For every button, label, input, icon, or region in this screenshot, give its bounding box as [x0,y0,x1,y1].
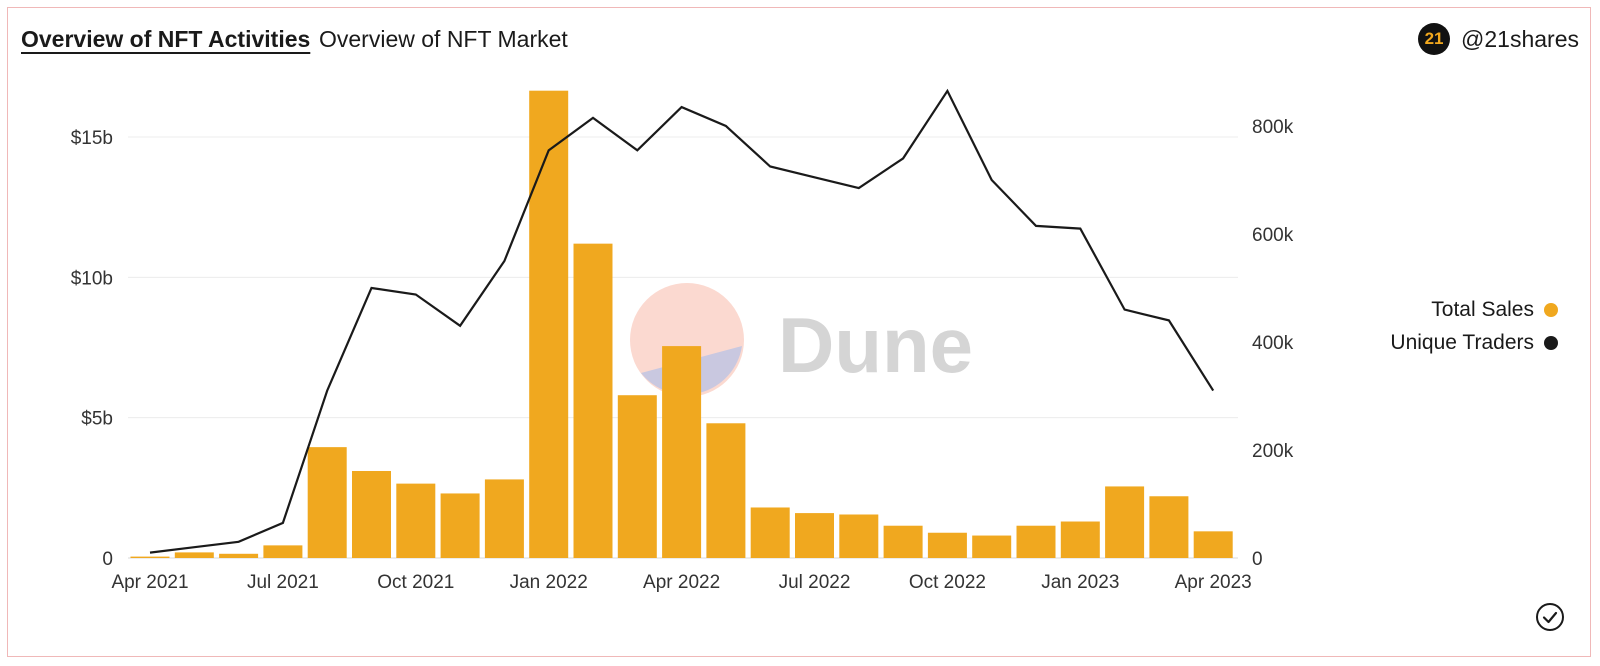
x-tick-label: Apr 2021 [111,572,188,593]
x-tick-label: Oct 2022 [909,572,986,593]
bar-oct-2021 [396,483,436,558]
bar-nov-2021 [440,493,480,558]
y-left-tick-label: $15b [71,128,113,149]
bar-jul-2021 [263,545,303,558]
x-tick-label: Jan 2023 [1041,572,1119,593]
bar-sep-2021 [352,470,391,558]
bar-aug-2022 [839,514,879,558]
bar-mar-2023 [1149,496,1189,558]
y-right-tick-label: 0 [1252,549,1263,570]
legend: Total Sales Unique Traders [1390,293,1558,359]
bar-oct-2022 [927,532,967,558]
bar-jun-2021 [219,553,259,558]
x-tick-label: Jan 2022 [510,572,588,593]
y-right-tick-label: 800k [1252,117,1294,138]
bar-jul-2022 [795,513,834,558]
bar-dec-2022 [1016,525,1056,558]
bar-apr-2022 [662,346,702,558]
bar-nov-2022 [972,535,1012,558]
axes: 0 $5b $10b $15b 0 200k 400k 600k 800k Apr 2021 Jul… [71,117,1294,593]
legend-label: Total Sales [1431,297,1534,321]
bar-aug-2021 [307,447,347,558]
legend-dot-icon [1544,335,1558,350]
x-tick-label: Apr 2022 [643,572,720,593]
bar-series-total-sales [130,90,1233,559]
y-left-tick-label: $10b [71,268,113,289]
bar-mar-2022 [617,395,657,558]
panel-header: Overview of NFT Activities Overview of N… [21,22,1579,56]
legend-label: Unique Traders [1390,330,1534,354]
y-right-tick-label: 600k [1252,225,1294,246]
x-tick-label: Jul 2021 [247,572,319,593]
legend-item-total-sales[interactable]: Total Sales [1390,293,1558,326]
line-series-unique-traders [149,88,1215,554]
brand[interactable]: 21 @21shares [1418,22,1579,56]
check-circle-icon[interactable] [1535,602,1565,632]
bar-apr-2021 [130,556,170,558]
dashboard-panel [7,7,1591,657]
x-tick-label: Oct 2021 [377,572,454,593]
bar-may-2021 [174,552,214,558]
x-tick-label: Apr 2023 [1175,572,1252,593]
bar-jan-2023 [1060,521,1100,558]
y-right-tick-label: 400k [1252,333,1294,354]
legend-dot-icon [1544,302,1558,317]
watermark-text: Dune [778,301,973,389]
y-left-tick-label: 0 [102,549,113,570]
brand-handle[interactable]: @21shares [1461,25,1579,52]
bar-sep-2022 [883,525,923,558]
bar-dec-2021 [484,479,524,558]
bar-feb-2023 [1105,486,1145,558]
bar-jun-2022 [750,507,790,558]
bar-apr-2023 [1193,531,1233,558]
tab-nft-activities[interactable]: Overview of NFT Activities [21,26,311,52]
x-tick-label: Jul 2022 [779,572,851,593]
bar-may-2022 [706,423,746,558]
legend-item-unique-traders[interactable]: Unique Traders [1390,326,1558,359]
tab-nft-market[interactable]: Overview of NFT Market [319,26,568,52]
bar-feb-2022 [573,243,613,559]
y-left-tick-label: $5b [81,409,113,430]
unique-traders-line [149,88,1215,554]
y-right-tick-label: 200k [1252,441,1294,462]
bar-jan-2022 [529,90,569,558]
21shares-logo: 21 [1418,23,1451,55]
